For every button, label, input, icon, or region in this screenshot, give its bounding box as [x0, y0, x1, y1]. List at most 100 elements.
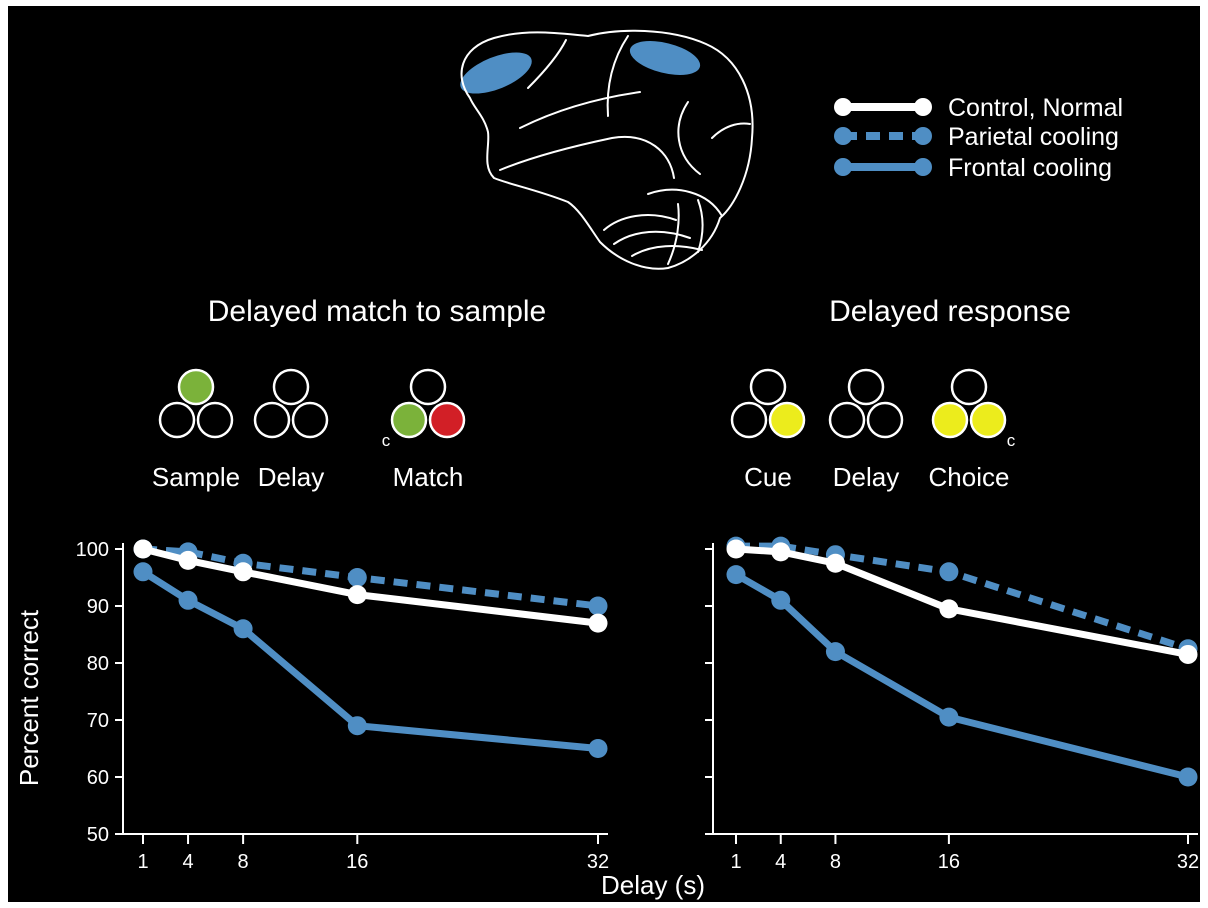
legend-label-parietal: Parietal cooling [948, 123, 1119, 151]
series-frontal-cooling [726, 565, 1198, 787]
stimulus-circle-top [272, 368, 310, 406]
stimulus-circle-top [409, 368, 447, 406]
data-point [347, 585, 367, 605]
legend-item-parietal: Parietal cooling [834, 123, 1119, 151]
series-frontal-cooling [133, 562, 608, 758]
series-control-normal [726, 539, 1198, 664]
task-stage-delay: Delay [828, 368, 904, 492]
data-point [771, 542, 791, 562]
data-point [133, 562, 153, 582]
x-axis-label: Delay (s) [601, 870, 705, 900]
frontal-cooling-area [460, 52, 532, 94]
task-stage-choice: c Choice [929, 368, 1016, 492]
panel-title-delayed-match: Delayed match to sample [208, 295, 547, 328]
x-tick-label: 1 [730, 851, 741, 873]
chart-delayed-match: 50 60 70 80 90 100 1 4 8 16 32 [76, 539, 610, 873]
x-tick-label: 4 [775, 851, 786, 873]
series-line [736, 542, 1190, 653]
parietal-cooling-area [629, 41, 701, 75]
y-tick-label: 60 [87, 767, 109, 789]
task-stage-label: Delay [258, 462, 324, 492]
legend-marker [914, 98, 932, 116]
y-tick-label: 100 [76, 539, 109, 561]
figure-canvas: Control, Normal Parietal cooling Frontal… [8, 6, 1200, 902]
task-stage-label: Cue [744, 462, 792, 492]
choice-marker: c [382, 431, 391, 450]
stimulus-circle-right [291, 401, 329, 439]
stimulus-circle-right [866, 401, 904, 439]
stimulus-circle-right [768, 401, 806, 439]
stimulus-circle-left [158, 401, 196, 439]
stimulus-circle-top [847, 368, 885, 406]
stimulus-circle-right [969, 401, 1007, 439]
stimulus-circle-left [390, 401, 428, 439]
y-axis-label: Percent correct [14, 609, 44, 786]
y-tick-label: 70 [87, 710, 109, 732]
data-point [825, 553, 845, 573]
legend-item-control: Control, Normal [834, 94, 1123, 122]
task-stage-label: Choice [929, 462, 1010, 492]
legend-marker [914, 127, 932, 145]
chart-delayed-response: 1 4 8 16 32 [705, 536, 1199, 873]
series-line [734, 571, 1189, 781]
data-point [347, 716, 367, 736]
stimulus-circle-right [428, 401, 466, 439]
stimulus-circle-left [253, 401, 291, 439]
task-stage-label: Delay [833, 462, 899, 492]
x-tick-label: 16 [938, 851, 960, 873]
task-stage-delay: Delay [253, 368, 329, 492]
x-tick-label: 32 [587, 851, 609, 873]
data-point [726, 565, 746, 585]
data-point [588, 613, 608, 633]
data-point [233, 619, 253, 639]
stimulus-circle-top [950, 368, 988, 406]
y-tick-label: 90 [87, 596, 109, 618]
stimulus-circle-top [749, 368, 787, 406]
choice-marker: c [1007, 431, 1016, 450]
series-line [735, 545, 1189, 658]
monkey-brain-outline-icon [460, 29, 754, 270]
series-parietal-cooling [133, 539, 608, 616]
data-point [178, 550, 198, 570]
charts: 50 60 70 80 90 100 1 4 8 16 32 1 4 8 16 32 [76, 536, 1199, 873]
legend-label-frontal: Frontal cooling [948, 154, 1112, 182]
y-tick-label: 50 [87, 824, 109, 846]
task-stage-label: Match [393, 462, 464, 492]
data-point [233, 562, 253, 582]
series-control-normal [133, 539, 608, 633]
data-point [1178, 644, 1198, 664]
legend-marker [834, 158, 852, 176]
stimulus-circle-top [177, 368, 215, 406]
task-stage-sample: Sample [152, 368, 240, 492]
x-tick-label: 4 [182, 851, 193, 873]
legend-marker [834, 127, 852, 145]
stimulus-circle-left [730, 401, 768, 439]
data-point [939, 707, 959, 727]
data-point [1178, 767, 1198, 787]
stimulus-circle-right [196, 401, 234, 439]
stimulus-circle-left [828, 401, 866, 439]
stimulus-circle-left [931, 401, 969, 439]
data-point [939, 599, 959, 619]
x-tick-label: 32 [1177, 851, 1199, 873]
legend-marker [834, 98, 852, 116]
legend-marker [914, 158, 932, 176]
data-point [771, 590, 791, 610]
x-tick-label: 8 [830, 851, 841, 873]
figure-svg: Control, Normal Parietal cooling Frontal… [14, 29, 1199, 900]
data-point [825, 642, 845, 662]
x-tick-label: 8 [238, 851, 249, 873]
data-point [726, 539, 746, 559]
task-stage-label: Sample [152, 462, 240, 492]
panel-title-delayed-response: Delayed response [829, 295, 1071, 328]
legend-item-frontal: Frontal cooling [834, 154, 1112, 182]
x-tick-label: 1 [137, 851, 148, 873]
legend-label-control: Control, Normal [948, 94, 1123, 122]
task-stage-cue: Cue [730, 368, 806, 492]
y-tick-label: 80 [87, 653, 109, 675]
legend: Control, Normal Parietal cooling Frontal… [834, 94, 1123, 182]
data-point [588, 596, 608, 616]
data-point [178, 590, 198, 610]
